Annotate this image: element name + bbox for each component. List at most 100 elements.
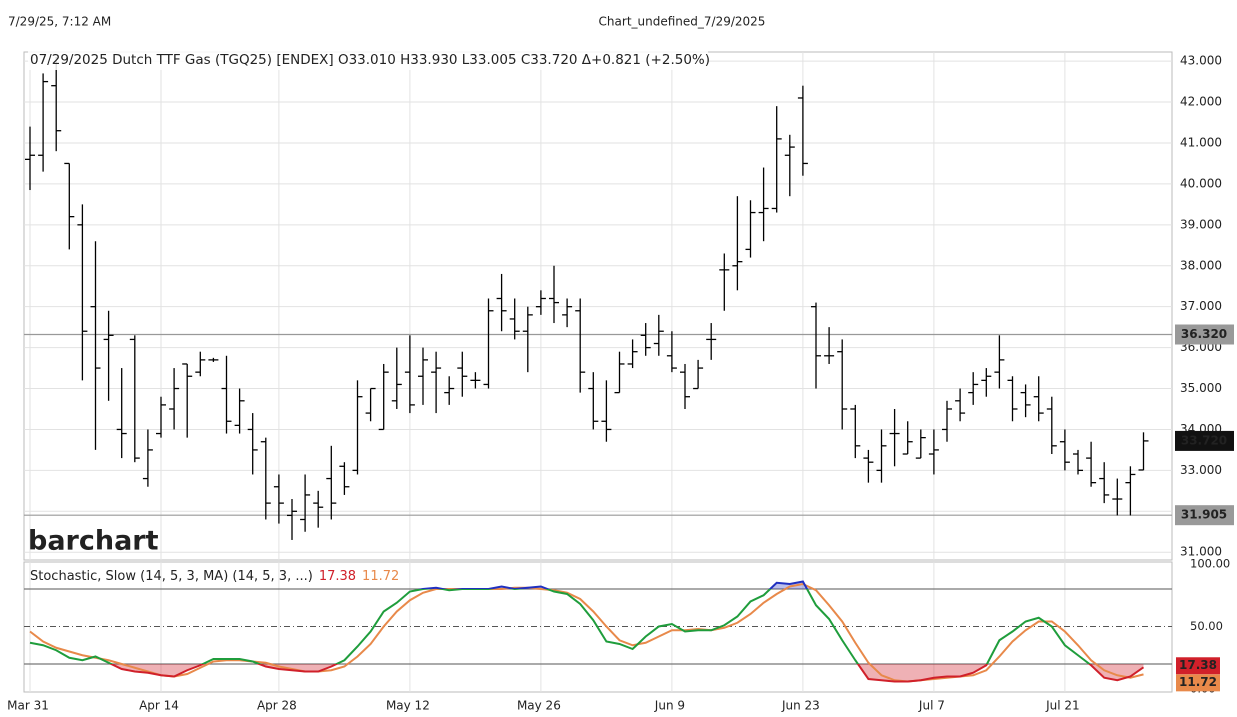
ohlc-bar <box>470 372 481 389</box>
y-tick-label: 40.000 <box>1180 176 1222 190</box>
ohlc-bar <box>234 388 245 434</box>
ohlc-bar <box>889 408 900 467</box>
ohlc-bar <box>38 73 49 172</box>
ohlc-bar <box>1020 384 1031 418</box>
ohlc-bar <box>719 253 730 311</box>
ohlc-bar <box>208 357 219 362</box>
ohlc-bar <box>103 310 114 401</box>
chart-title: 07/29/2025 Dutch TTF Gas (TGQ25) [ENDEX]… <box>30 52 710 68</box>
price-panel <box>23 51 1173 561</box>
last-price-label: 33.720 <box>1181 433 1227 447</box>
ohlc-bar <box>758 167 769 242</box>
y-tick-label: 33.000 <box>1180 463 1222 477</box>
ohlc-bar <box>653 314 664 356</box>
ohlc-bar <box>457 351 468 397</box>
x-tick-label: Jun 23 <box>781 699 820 713</box>
x-tick-label: Mar 31 <box>7 699 49 713</box>
y-tick-label: 50.00 <box>1190 619 1223 633</box>
ohlc-bar <box>51 57 62 152</box>
ohlc-bar <box>627 339 638 369</box>
reference-label-box <box>1175 505 1234 526</box>
x-tick-label: Apr 14 <box>139 699 179 713</box>
ohlc-bar <box>221 355 232 434</box>
last-value-box <box>1176 657 1220 675</box>
ohlc-bar <box>797 85 808 176</box>
last-price-box <box>1175 430 1234 451</box>
reference-label-box <box>1175 324 1234 345</box>
x-tick-label: Jul 21 <box>1045 699 1080 713</box>
ohlc-bar <box>195 351 206 377</box>
legend-value: 17.38 <box>319 569 356 584</box>
y-tick-label: 37.000 <box>1180 299 1222 313</box>
ohlc-bar <box>444 376 455 405</box>
ohlc-bar <box>25 126 35 191</box>
ohlc-bar <box>352 380 363 475</box>
oversold-fill <box>30 664 1144 682</box>
x-tick-label: May 12 <box>386 699 430 713</box>
x-tick-label: Jul 7 <box>918 699 945 713</box>
ohlc-bar <box>365 387 376 422</box>
ohlc-bar <box>142 429 153 487</box>
last-value-label: 17.38 <box>1179 658 1217 672</box>
ohlc-bar <box>1059 429 1070 471</box>
ohlc-bar <box>522 306 533 373</box>
ohlc-bar <box>640 323 651 356</box>
ohlc-bar <box>90 241 101 450</box>
ohlc-bar <box>876 429 887 483</box>
ohlc-bar <box>64 162 75 250</box>
ohlc-bar <box>496 273 507 332</box>
stochastic-legend: Stochastic, Slow (14, 5, 3, MA) (14, 5, … <box>30 569 399 584</box>
ohlc-bar <box>300 474 311 532</box>
last-value-label: 11.72 <box>1179 675 1217 689</box>
ohlc-bar <box>116 368 127 459</box>
ohlc-bar <box>902 421 913 455</box>
title-bg <box>28 50 708 70</box>
ohlc-bar <box>418 347 428 405</box>
ohlc-bar <box>588 372 599 430</box>
ohlc-bar <box>156 396 166 438</box>
ohlc-bar <box>915 429 926 459</box>
y-tick-label: 31.000 <box>1180 545 1222 559</box>
ohlc-bar <box>1112 478 1123 516</box>
ohlc-bar <box>287 499 297 540</box>
reference-label: 36.320 <box>1181 327 1227 341</box>
ohlc-bar <box>732 196 743 291</box>
ohlc-bar <box>483 298 494 389</box>
ohlc-bar <box>247 413 258 475</box>
ohlc-bar <box>535 290 546 315</box>
ohlc-bar <box>260 437 271 520</box>
y-tick-label: 100.00 <box>1190 557 1230 571</box>
x-tick-label: Jun 9 <box>654 699 685 713</box>
ohlc-bar <box>745 200 756 258</box>
y-tick-label: 38.000 <box>1180 258 1222 272</box>
ohlc-bar <box>1138 432 1149 471</box>
legend-title: Stochastic, Slow (14, 5, 3, MA) (14, 5, … <box>30 569 313 584</box>
y-tick-label: 41.000 <box>1180 135 1222 149</box>
ohlc-bar <box>562 298 573 328</box>
ohlc-bar <box>378 363 389 431</box>
x-tick-label: Apr 28 <box>257 699 297 713</box>
ohlc-bar <box>666 331 677 373</box>
y-tick-label: 43.000 <box>1180 54 1222 68</box>
ohlc-bar <box>549 265 559 324</box>
ohlc-bar <box>771 106 782 213</box>
y-tick-label: 42.000 <box>1180 95 1222 109</box>
ohlc-bar <box>680 363 690 409</box>
y-tick-label: 39.000 <box>1180 217 1222 231</box>
ohlc-bar <box>1099 462 1110 504</box>
ohlc-bar <box>77 204 88 381</box>
ohlc-bar <box>837 339 848 430</box>
ohlc-bar <box>326 445 337 520</box>
ohlc-bar <box>1086 441 1097 487</box>
ohlc-bar <box>1007 376 1018 422</box>
ohlc-bar <box>693 359 704 390</box>
ohlc-bar <box>1046 396 1057 455</box>
ohlc-bar <box>955 388 966 422</box>
ohlc-bar <box>273 474 284 524</box>
ohlc-bar <box>1073 449 1083 475</box>
ohlc-bar <box>313 490 324 528</box>
ohlc-bar <box>824 327 835 364</box>
ohlc-bar <box>994 335 1005 389</box>
